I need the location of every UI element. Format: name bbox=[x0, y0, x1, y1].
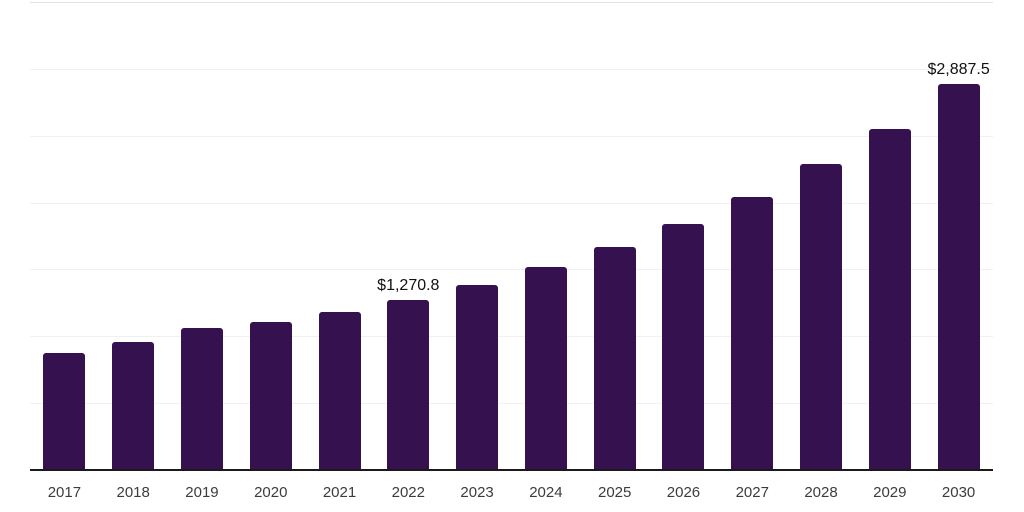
gridline-2500 bbox=[30, 135, 993, 137]
gridline-500 bbox=[30, 403, 993, 405]
x-tick-2022: 2022 bbox=[391, 484, 425, 501]
bar-2030 bbox=[937, 83, 980, 470]
bar-2023 bbox=[456, 285, 499, 470]
gridline-3000 bbox=[30, 68, 993, 70]
bar-2029 bbox=[868, 129, 911, 470]
bar-2019 bbox=[180, 328, 223, 470]
x-tick-2030: 2030 bbox=[941, 484, 976, 501]
x-tick-2029: 2029 bbox=[873, 484, 907, 501]
x-tick-2026: 2026 bbox=[666, 484, 701, 501]
bar-2027 bbox=[731, 196, 774, 470]
x-tick-2020: 2020 bbox=[254, 484, 288, 501]
bar-2018 bbox=[112, 342, 155, 470]
gridline-1500 bbox=[30, 269, 993, 271]
bar-2026 bbox=[662, 223, 705, 470]
x-tick-2024: 2024 bbox=[529, 484, 563, 501]
x-tick-2021: 2021 bbox=[322, 484, 357, 501]
x-tick-2028: 2028 bbox=[804, 484, 838, 501]
gridline-2000 bbox=[30, 202, 993, 204]
bar-2021 bbox=[318, 311, 361, 470]
plot-area: $1,270.8 $2,887.5 bbox=[30, 2, 993, 470]
bar-2028 bbox=[800, 163, 843, 470]
x-tick-2025: 2025 bbox=[597, 484, 632, 501]
data-label-2022: $1,270.8 bbox=[377, 277, 440, 295]
bar-2025 bbox=[593, 247, 636, 470]
bar-2017 bbox=[43, 353, 86, 470]
x-tick-2027: 2027 bbox=[735, 484, 769, 501]
gridline-1000 bbox=[30, 336, 993, 338]
x-axis-tick-labels: 2017 2018 2019 2020 2021 2022 2023 2024 2025 2026… bbox=[30, 485, 993, 505]
x-tick-2019: 2019 bbox=[185, 484, 219, 501]
bar-2020 bbox=[249, 321, 292, 470]
gridline-3500 bbox=[30, 2, 993, 3]
data-label-2030: $2,887.5 bbox=[927, 60, 990, 78]
x-tick-2017: 2017 bbox=[47, 484, 82, 501]
bar-2022 bbox=[387, 300, 430, 470]
x-tick-2018: 2018 bbox=[116, 484, 150, 501]
x-axis-line bbox=[30, 469, 993, 471]
x-tick-2023: 2023 bbox=[460, 484, 494, 501]
bar-2024 bbox=[524, 267, 567, 470]
